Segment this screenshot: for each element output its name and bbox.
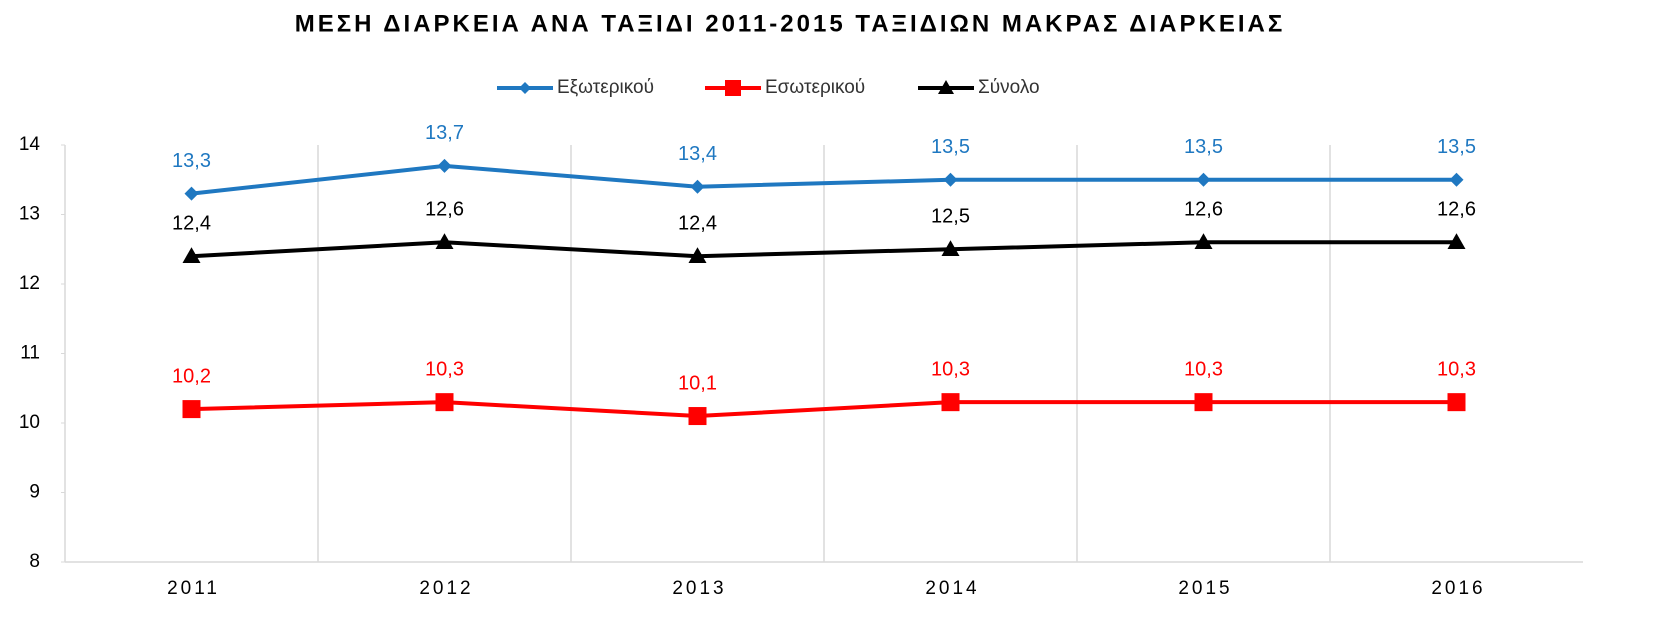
data-label: 12,6 <box>425 199 464 221</box>
data-label: 13,3 <box>172 150 211 172</box>
data-label: 13,5 <box>931 136 970 158</box>
legend-label: Εσωτερικού <box>765 77 865 98</box>
data-point <box>1447 233 1466 250</box>
legend-marker <box>938 80 954 94</box>
data-point <box>941 240 960 256</box>
data-point <box>941 393 960 412</box>
data-point <box>688 407 707 426</box>
series-line <box>191 400 1457 419</box>
y-tick-label: 13 <box>19 204 40 225</box>
x-tick-label: 2014 <box>925 578 979 599</box>
data-label: 12,6 <box>1437 199 1476 221</box>
chart-title: ΜΕΣΗ ΔΙΑΡΚΕΙΑ ΑΝΑ ΤΑΞΙΔΙ 2011-2015 ΤΑΞΙΔ… <box>295 10 1285 37</box>
data-label: 10,2 <box>172 365 211 387</box>
series-line <box>191 163 1457 196</box>
data-label: 13,5 <box>1437 136 1476 158</box>
data-label: 13,5 <box>1184 136 1223 158</box>
data-label: 13,4 <box>678 143 717 165</box>
y-tick-label: 12 <box>19 273 40 294</box>
x-tick-label: 2016 <box>1431 578 1485 599</box>
y-tick-label: 10 <box>19 412 40 433</box>
data-point <box>437 158 452 173</box>
legend-label: Σύνολο <box>978 77 1040 98</box>
legend-marker <box>725 80 741 96</box>
data-point <box>435 233 454 250</box>
data-point <box>1196 172 1211 187</box>
data-label: 10,3 <box>1437 358 1476 380</box>
series-line <box>191 240 1457 259</box>
data-point <box>184 186 199 201</box>
y-tick-label: 8 <box>29 551 40 572</box>
x-tick-label: 2015 <box>1178 578 1232 599</box>
data-label: 12,5 <box>931 206 970 228</box>
data-point <box>1447 393 1466 412</box>
y-tick-label: 14 <box>19 134 41 155</box>
data-label: 10,1 <box>678 372 717 394</box>
data-label: 10,3 <box>1184 358 1223 380</box>
data-point <box>1194 393 1213 412</box>
x-tick-label: 2012 <box>419 578 473 599</box>
data-point <box>1194 233 1213 250</box>
data-label: 13,7 <box>425 122 464 144</box>
data-point <box>688 247 707 263</box>
data-point <box>1449 172 1464 187</box>
data-label: 12,4 <box>678 212 717 234</box>
data-label: 10,3 <box>931 358 970 380</box>
data-point <box>182 247 201 263</box>
data-point <box>182 400 201 419</box>
legend-label: Εξωτερικού <box>557 77 654 98</box>
legend-marker <box>519 82 531 94</box>
y-tick-label: 9 <box>29 482 40 503</box>
data-point <box>690 179 705 194</box>
data-point <box>943 172 958 187</box>
x-tick-label: 2013 <box>672 578 726 599</box>
data-label: 12,6 <box>1184 199 1223 221</box>
data-label: 12,4 <box>172 212 211 234</box>
y-tick-label: 11 <box>20 343 40 364</box>
data-label: 10,3 <box>425 358 464 380</box>
data-point <box>435 393 454 412</box>
x-tick-label: 2011 <box>167 578 220 599</box>
